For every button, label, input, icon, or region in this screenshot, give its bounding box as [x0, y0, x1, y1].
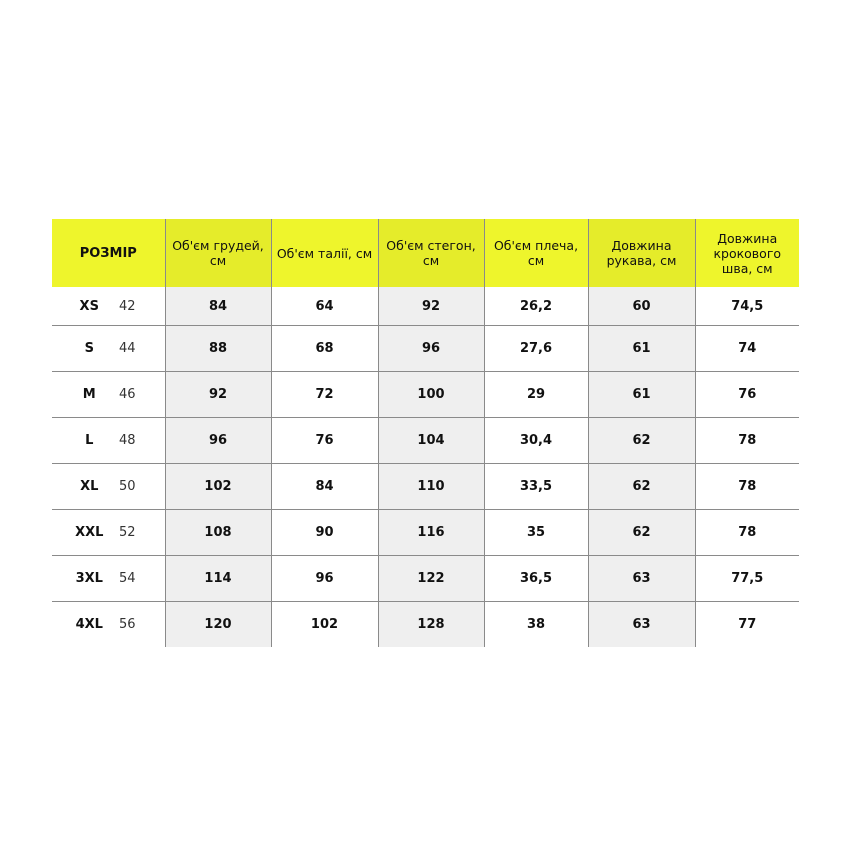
value-cell: 76: [694, 371, 799, 418]
value-cell: 96: [164, 417, 271, 464]
value-cell: 36,5: [483, 555, 588, 602]
size-label: XXL: [75, 525, 104, 540]
value-cell: 38: [483, 601, 588, 647]
value-cell: 62: [587, 417, 695, 464]
value-cell: 61: [587, 371, 695, 418]
value-cell: 120: [164, 601, 271, 647]
value-cell: 78: [694, 417, 799, 464]
value-cell: 88: [164, 325, 271, 372]
value-cell: 74: [694, 325, 799, 372]
value-cell: 35: [483, 509, 588, 556]
size-cell: XXL 52: [52, 509, 165, 556]
value-cell: 90: [270, 509, 378, 556]
size-chart-table: РОЗМІР Об'єм грудей, см Об'єм талії, см Об'…: [52, 219, 799, 647]
eu-size: 52: [118, 525, 136, 540]
value-cell: 72: [270, 371, 378, 418]
value-cell: 116: [377, 509, 484, 556]
value-cell: 62: [587, 509, 695, 556]
size-cell: 3XL 54: [52, 555, 165, 602]
value-cell: 63: [587, 555, 695, 602]
value-cell: 84: [164, 287, 271, 326]
size-label: M: [82, 387, 96, 402]
value-cell: 61: [587, 325, 695, 372]
table-row: M 46 92 72 100 29 61 76: [52, 371, 799, 418]
table-row: S 44 88 68 96 27,6 61 74: [52, 325, 799, 372]
value-cell: 76: [270, 417, 378, 464]
eu-size: 48: [118, 433, 136, 448]
value-cell: 26,2: [483, 287, 588, 326]
column-header: Довжина рукава, см: [587, 219, 695, 287]
column-header: Довжина крокового шва, см: [694, 219, 799, 287]
eu-size: 44: [118, 341, 136, 356]
value-cell: 92: [377, 287, 484, 326]
size-cell: S 44: [52, 325, 165, 372]
size-label: 3XL: [75, 571, 103, 586]
size-label: S: [84, 341, 94, 356]
value-cell: 96: [377, 325, 484, 372]
size-cell: XL 50: [52, 463, 165, 510]
size-label: L: [85, 433, 94, 448]
value-cell: 60: [587, 287, 695, 326]
size-label: XS: [79, 298, 99, 314]
eu-size: 46: [118, 387, 136, 402]
size-cell: XS 42: [52, 287, 165, 326]
eu-size: 54: [118, 571, 136, 586]
value-cell: 84: [270, 463, 378, 510]
size-cell: L 48: [52, 417, 165, 464]
value-cell: 102: [164, 463, 271, 510]
size-label: XL: [80, 479, 99, 494]
value-cell: 96: [270, 555, 378, 602]
value-cell: 92: [164, 371, 271, 418]
table-row: 4XL 56 120 102 128 38 63 77: [52, 601, 799, 647]
table-row: 3XL 54 114 96 122 36,5 63 77,5: [52, 555, 799, 602]
column-header: Об'єм плеча, см: [483, 219, 588, 287]
size-cell: M 46: [52, 371, 165, 418]
value-cell: 29: [483, 371, 588, 418]
value-cell: 30,4: [483, 417, 588, 464]
value-cell: 110: [377, 463, 484, 510]
value-cell: 108: [164, 509, 271, 556]
value-cell: 77: [694, 601, 799, 647]
value-cell: 100: [377, 371, 484, 418]
value-cell: 104: [377, 417, 484, 464]
value-cell: 128: [377, 601, 484, 647]
size-cell: 4XL 56: [52, 601, 165, 647]
eu-size: 56: [118, 617, 136, 632]
value-cell: 114: [164, 555, 271, 602]
value-cell: 78: [694, 509, 799, 556]
column-header: РОЗМІР: [52, 219, 165, 287]
table-row: XS 42 84 64 92 26,2 60 74,5: [52, 287, 799, 326]
value-cell: 77,5: [694, 555, 799, 602]
table-row: XL 50 102 84 110 33,5 62 78: [52, 463, 799, 510]
value-cell: 63: [587, 601, 695, 647]
value-cell: 62: [587, 463, 695, 510]
value-cell: 33,5: [483, 463, 588, 510]
table-row: XXL 52 108 90 116 35 62 78: [52, 509, 799, 556]
header-row: РОЗМІР Об'єм грудей, см Об'єм талії, см Об'…: [52, 219, 799, 287]
value-cell: 64: [270, 287, 378, 326]
value-cell: 27,6: [483, 325, 588, 372]
column-header: Об'єм талії, см: [270, 219, 378, 287]
eu-size: 50: [118, 479, 136, 494]
value-cell: 102: [270, 601, 378, 647]
value-cell: 78: [694, 463, 799, 510]
size-label: 4XL: [75, 617, 103, 632]
value-cell: 74,5: [694, 287, 799, 326]
eu-size: 42: [118, 298, 136, 314]
value-cell: 68: [270, 325, 378, 372]
value-cell: 122: [377, 555, 484, 602]
column-header: Об'єм стегон, см: [377, 219, 484, 287]
column-header: Об'єм грудей, см: [164, 219, 271, 287]
table-row: L 48 96 76 104 30,4 62 78: [52, 417, 799, 464]
